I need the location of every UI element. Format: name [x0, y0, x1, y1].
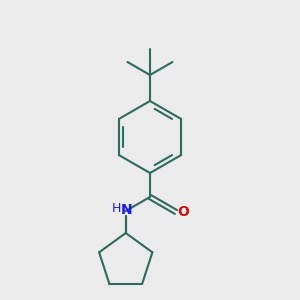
Text: O: O: [177, 205, 189, 219]
Text: H: H: [112, 202, 122, 215]
Text: N: N: [121, 203, 133, 217]
